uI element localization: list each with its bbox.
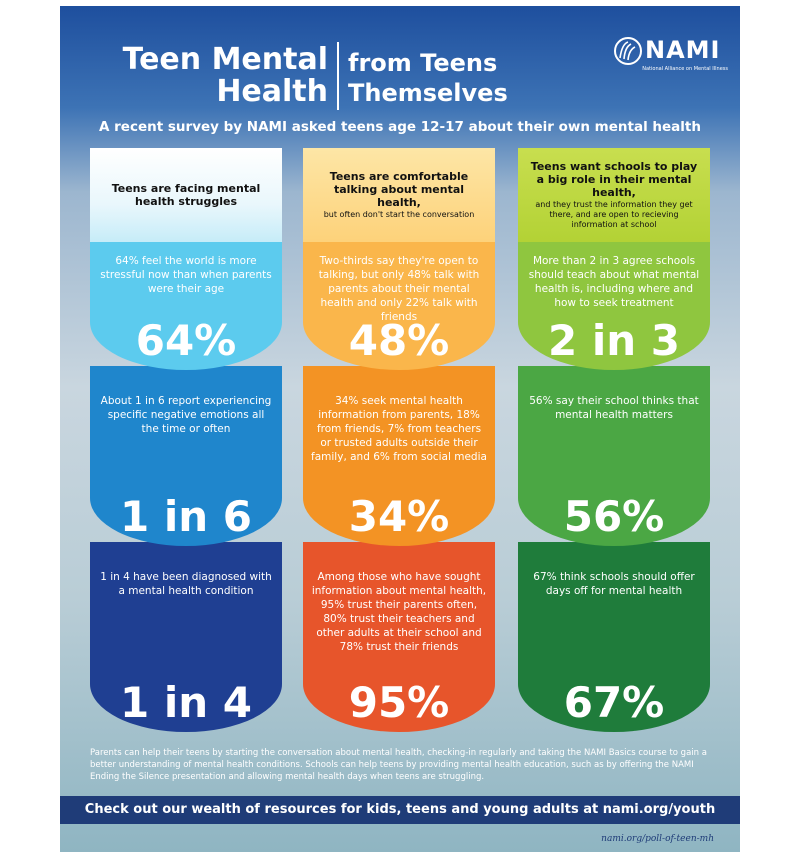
stat-card: 1 in 4 have been diagnosed with a mental… (90, 542, 282, 732)
card-text: 34% seek mental health information from … (311, 395, 487, 463)
stat-value: 34% (348, 492, 450, 541)
stat-card: More than 2 in 3 agree schools should te… (518, 242, 710, 370)
card-text: Among those who have sought information … (311, 571, 487, 653)
resource-banner: Check out our wealth of resources for ki… (60, 796, 740, 824)
stat-card: 67% think schools should offer days off … (518, 542, 710, 732)
stat-card: Two-thirds say they're open to talking, … (303, 242, 495, 370)
logo-name: NAMI (645, 36, 721, 64)
title-line: Teen Mental (122, 42, 328, 77)
stat-value: 67% (563, 678, 665, 727)
tagline: from Teens Themselves (348, 48, 508, 108)
column-heading-box: Teens want schools to play a big role in… (518, 148, 710, 242)
footer-text: Parents can help their teens by starting… (90, 748, 707, 782)
column-heading-note: and they trust the information they get … (535, 200, 693, 229)
stat-card: About 1 in 6 report experiencing specifi… (90, 366, 282, 546)
stat-card: Among those who have sought information … (303, 542, 495, 732)
stat-card: 34% seek mental health information from … (303, 366, 495, 546)
stat-value: 2 in 3 (548, 316, 680, 365)
tagline-line: from Teens (348, 49, 498, 77)
column-heading-note: but often don't start the conversation (323, 210, 475, 219)
card-text: 67% think schools should offer days off … (533, 571, 695, 597)
stat-card: 64% feel the world is more stressful now… (90, 242, 282, 370)
card-text: Two-thirds say they're open to talking, … (318, 255, 480, 323)
logo-icon (614, 37, 642, 65)
stat-card: 56% say their school thinks that mental … (518, 366, 710, 546)
column-heading: Teens are facing mental health struggles (111, 182, 261, 208)
column-heading-box: Teens are facing mental health struggles (90, 148, 282, 242)
card-text: 64% feel the world is more stressful now… (100, 255, 272, 295)
card-text: About 1 in 6 report experiencing specifi… (100, 395, 272, 435)
column-heading: Teens are comfortable talking about ment… (329, 170, 469, 209)
stat-value: 56% (563, 492, 665, 541)
card-text: 1 in 4 have been diagnosed with a mental… (100, 571, 272, 597)
stat-value: 1 in 6 (120, 492, 252, 541)
title: Teen Mental Health (80, 44, 328, 108)
title-divider (337, 42, 339, 110)
subtitle: A recent survey by NAMI asked teens age … (99, 119, 701, 135)
tagline-line: Themselves (348, 79, 508, 107)
stat-value: 64% (135, 316, 237, 365)
stat-value: 48% (348, 316, 450, 365)
column-heading-box: Teens are comfortable talking about ment… (303, 148, 495, 242)
column-heading: Teens want schools to play a big role in… (530, 160, 698, 199)
source-url: nami.org/poll-of-teen-mh (601, 834, 714, 844)
title-line: Health (216, 74, 328, 109)
card-text: 56% say their school thinks that mental … (529, 395, 699, 421)
stat-value: 95% (348, 678, 450, 727)
infographic: Teen Mental Health from Teens Themselves NAM… (60, 6, 740, 852)
card-text: More than 2 in 3 agree schools should te… (528, 255, 700, 309)
logo-tagline: National Alliance on Mental Illness (642, 66, 728, 72)
stat-value: 1 in 4 (120, 678, 252, 727)
